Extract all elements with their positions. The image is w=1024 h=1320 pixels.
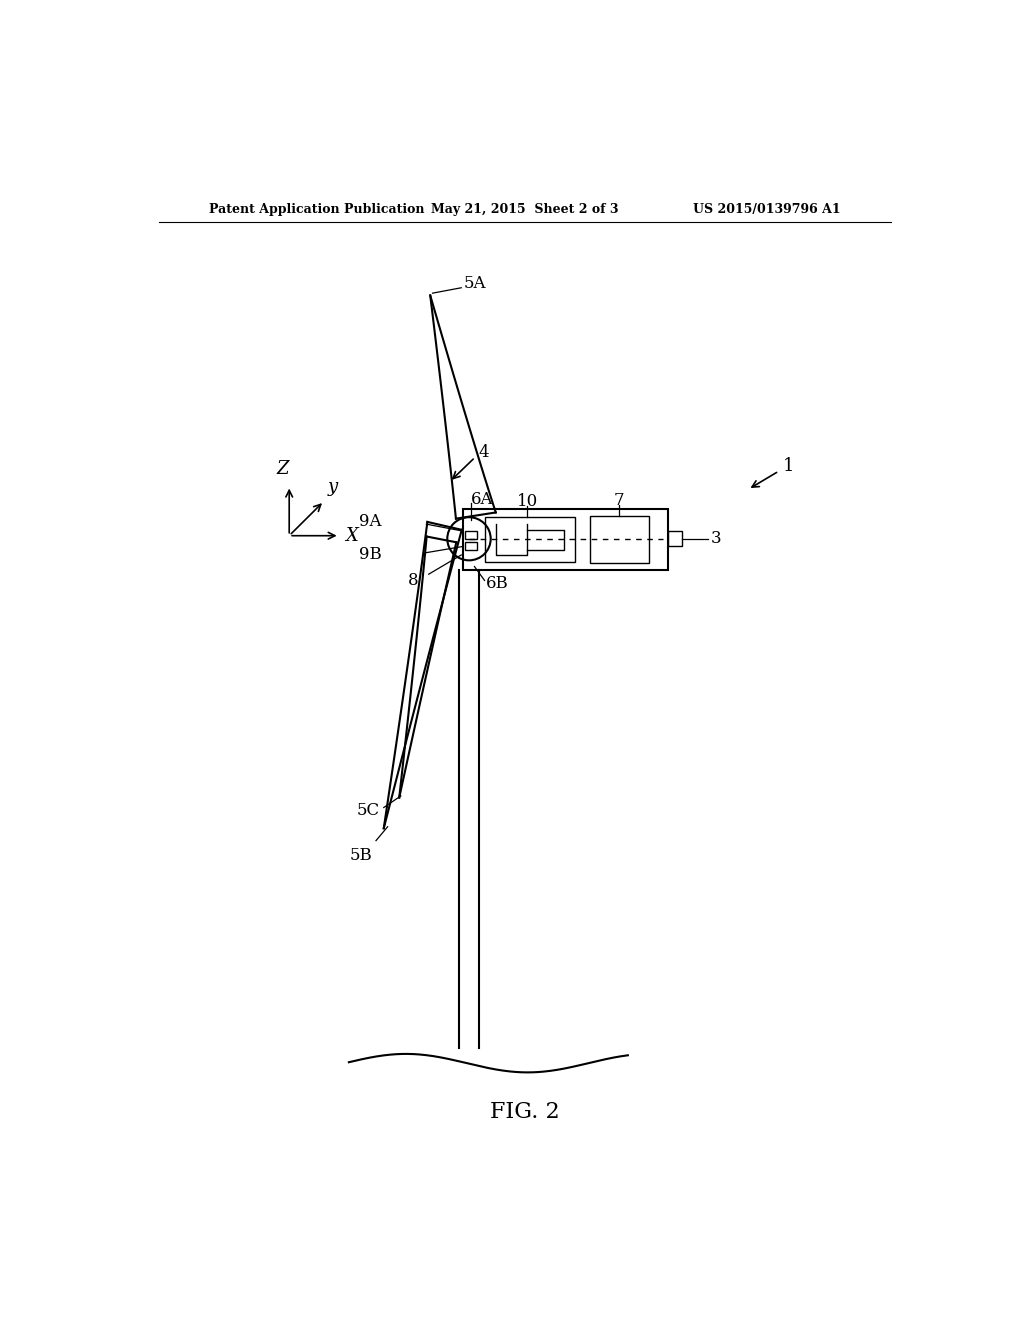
Text: 7: 7 [614,492,625,508]
Text: 5C: 5C [356,803,380,820]
Bar [590,516,649,564]
Text: Z: Z [276,459,289,478]
Text: 5A: 5A [464,276,486,293]
Text: 9A: 9A [359,513,382,531]
Text: 5B: 5B [349,847,372,863]
Text: y: y [328,478,338,496]
Text: 3: 3 [711,531,722,548]
Bar [463,508,669,570]
Text: FIG. 2: FIG. 2 [490,1101,559,1122]
Bar [465,543,477,549]
Text: 1: 1 [783,458,795,475]
Text: 9B: 9B [359,545,382,562]
Text: X: X [345,527,357,545]
Text: 6A: 6A [471,491,494,508]
Text: Patent Application Publication: Patent Application Publication [209,203,425,216]
Text: 10: 10 [516,494,538,511]
Bar [669,531,682,546]
Text: May 21, 2015  Sheet 2 of 3: May 21, 2015 Sheet 2 of 3 [431,203,618,216]
Text: US 2015/0139796 A1: US 2015/0139796 A1 [693,203,841,216]
Bar [484,517,575,562]
Text: 4: 4 [478,444,488,461]
Text: 6B: 6B [486,576,509,591]
Bar [465,531,477,539]
Text: 8: 8 [408,572,419,589]
